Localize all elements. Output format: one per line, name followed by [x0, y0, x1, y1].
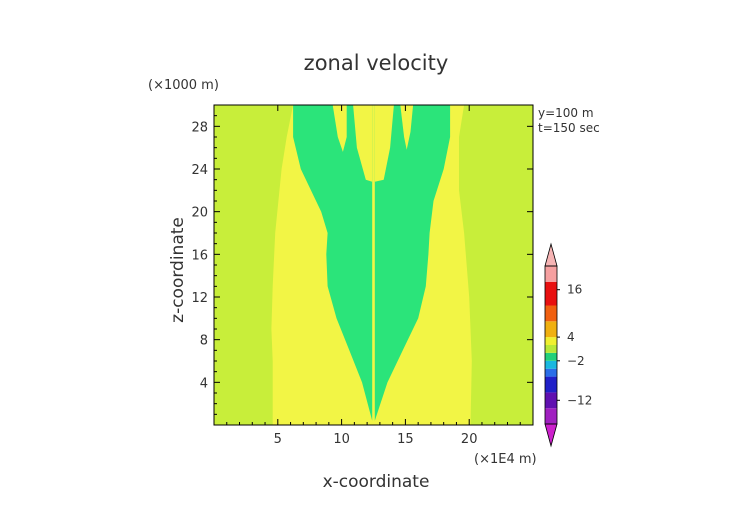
x-axis-label: x-coordinate [323, 472, 430, 492]
x-tick-label: 20 [461, 432, 478, 447]
y-tick-label: 4 [200, 376, 208, 391]
colorbar-under-arrow [544, 423, 558, 448]
colorbar-over-arrow [544, 242, 558, 267]
y-tick-label: 20 [191, 206, 208, 221]
annotation-t: t=150 sec [538, 121, 600, 135]
plot-area: 5 10 15 20 4 8 12 16 20 24 28 [191, 104, 534, 447]
colorbar-tick-label: −12 [567, 393, 592, 407]
y-axis-label: z-coordinate [168, 217, 188, 323]
colorbar-tick-label: −2 [567, 354, 585, 368]
colorbar-tick-label: 4 [567, 330, 575, 344]
x-tick-label: 10 [333, 432, 350, 447]
x-axis: 5 10 15 20 [226, 105, 521, 447]
y-axis: 4 8 12 16 20 24 28 [191, 115, 533, 415]
flow-finger [353, 105, 373, 182]
colorbar-band [545, 321, 557, 338]
colorbar-band [545, 392, 557, 409]
x-tick-label: 5 [274, 432, 282, 447]
x-units-label: (×1E4 m) [474, 452, 537, 467]
y-tick-label: 8 [200, 334, 208, 349]
chart-title: zonal velocity [304, 51, 449, 75]
flow-finger [332, 105, 347, 152]
upper-flow-fingers [332, 105, 414, 182]
negative-flow-right [374, 105, 451, 421]
flow-finger [400, 105, 414, 150]
colorbar-band [545, 266, 557, 282]
negative-flow-left [293, 105, 373, 421]
colorbar-band [545, 345, 557, 353]
y-units-label: (×1000 m) [148, 78, 219, 93]
y-tick-label: 24 [191, 163, 208, 178]
y-tick-label: 16 [191, 248, 208, 263]
colorbar-band [545, 337, 557, 345]
colorbar-band [545, 281, 557, 306]
x-tick-label: 15 [397, 432, 414, 447]
colorbar-frame [544, 265, 558, 425]
colorbar-band [545, 368, 557, 377]
y-tick-label: 28 [191, 120, 208, 135]
annotation-y: y=100 m [538, 106, 594, 120]
flow-finger [374, 105, 394, 182]
y-tick-label: 12 [191, 291, 208, 306]
colorbar-band [545, 408, 557, 424]
colorbar: 16 4 −2 −12 [544, 242, 592, 448]
colorbar-tick-label: 16 [567, 283, 582, 297]
colorbar-band [545, 360, 557, 369]
colorbar-band [545, 305, 557, 322]
colorbar-band [545, 376, 557, 393]
colorbar-band [545, 352, 557, 361]
